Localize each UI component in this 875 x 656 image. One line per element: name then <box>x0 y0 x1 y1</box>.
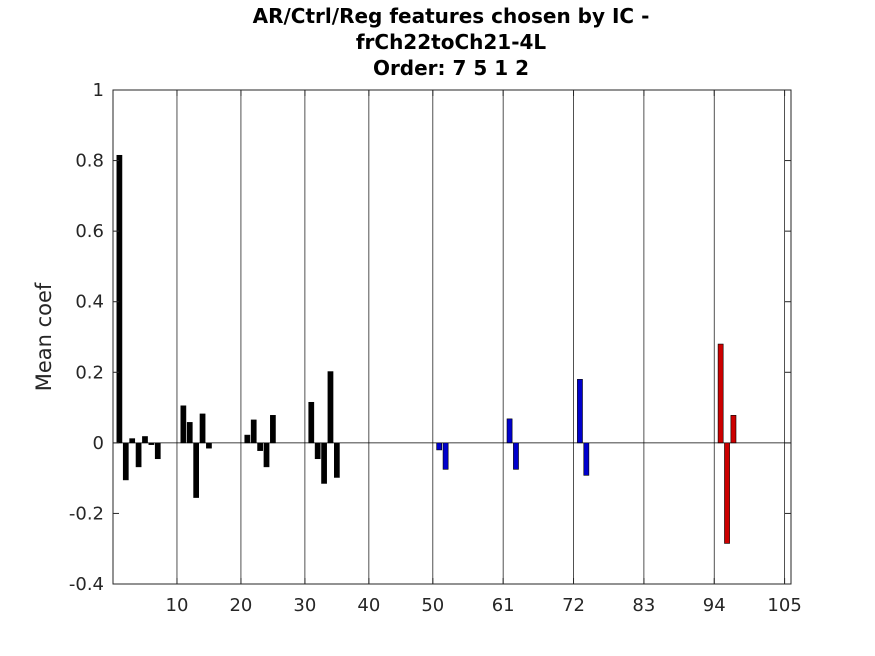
chart-title: AR/Ctrl/Reg features chosen by IC - frCh… <box>253 4 650 80</box>
y-tick-label-0: -0.4 <box>69 574 104 595</box>
bar-0-18 <box>314 442 321 460</box>
bar-0-1 <box>122 442 129 481</box>
bar-0-4 <box>142 436 148 444</box>
bar-0-6 <box>154 442 161 460</box>
plot-frame <box>112 89 792 585</box>
bar-1-4 <box>577 379 583 444</box>
bar-0-19 <box>321 442 327 484</box>
x-tick-label-0: 10 <box>166 595 189 616</box>
bars <box>116 154 737 544</box>
y-tick-label-2: 0 <box>93 433 104 454</box>
title-line-3: Order: 7 5 1 2 <box>373 56 529 80</box>
title-line-1: AR/Ctrl/Reg features chosen by IC - <box>253 4 650 28</box>
x-tick-label-9: 105 <box>767 595 801 616</box>
y-tick-label-1: -0.2 <box>69 503 104 524</box>
x-tick-label-8: 94 <box>703 595 726 616</box>
bar-0-20 <box>327 371 334 444</box>
bar-0-3 <box>135 442 142 468</box>
bar-2-2 <box>730 415 737 444</box>
y-tick-label-5: 0.6 <box>75 221 104 242</box>
bar-0-14 <box>257 442 263 451</box>
bar-0-0 <box>116 154 123 444</box>
x-tick-label-2: 30 <box>293 595 316 616</box>
bar-2-1 <box>724 442 730 544</box>
bar-0-12 <box>244 434 251 444</box>
title-line-2: frCh22toCh21-4L <box>356 30 547 54</box>
bar-0-17 <box>308 401 315 444</box>
bar-0-15 <box>263 442 270 468</box>
bar-0-11 <box>206 442 212 449</box>
bar-2-0 <box>717 343 724 444</box>
y-axis-label: Mean coef <box>32 282 56 391</box>
plot-area <box>113 90 791 584</box>
bar-0-2 <box>129 438 136 444</box>
x-tick-label-7: 83 <box>632 595 655 616</box>
y-tick-label-3: 0.2 <box>75 362 104 383</box>
y-tick-label-6: 0.8 <box>75 151 104 172</box>
bar-0-5 <box>148 442 155 445</box>
bar-0-8 <box>186 422 193 444</box>
bar-1-1 <box>442 442 449 470</box>
bar-1-2 <box>506 418 513 444</box>
bar-1-3 <box>513 442 519 470</box>
bar-1-5 <box>583 442 590 476</box>
bar-0-9 <box>193 442 200 498</box>
bar-0-10 <box>199 413 206 444</box>
y-tick-label-7: 1 <box>93 80 104 101</box>
x-tick-label-5: 61 <box>492 595 515 616</box>
bar-1-0 <box>436 442 443 451</box>
x-tick-label-6: 72 <box>562 595 585 616</box>
bar-0-7 <box>180 405 187 444</box>
x-tick-label-1: 20 <box>229 595 252 616</box>
bar-0-21 <box>334 442 340 478</box>
y-tick-label-4: 0.4 <box>75 292 104 313</box>
axis-ticks <box>113 89 791 585</box>
vertical-grid <box>176 90 786 584</box>
y-tick-labels: -0.4 -0.2 0 0.2 0.4 0.6 0.8 1 <box>69 80 104 595</box>
x-tick-labels: 10 20 30 40 50 61 72 83 94 105 <box>166 595 802 616</box>
bar-0-13 <box>250 419 257 444</box>
x-tick-label-4: 50 <box>421 595 444 616</box>
bar-0-16 <box>270 415 276 444</box>
x-tick-label-3: 40 <box>357 595 380 616</box>
